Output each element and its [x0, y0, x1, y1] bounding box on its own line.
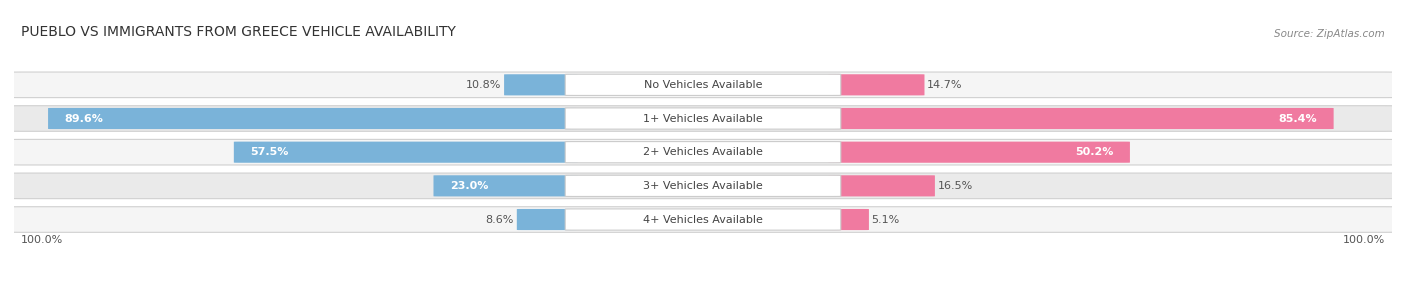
FancyBboxPatch shape	[7, 106, 1399, 131]
Text: Source: ZipAtlas.com: Source: ZipAtlas.com	[1274, 29, 1385, 39]
FancyBboxPatch shape	[233, 142, 578, 163]
FancyBboxPatch shape	[433, 175, 578, 196]
Text: PUEBLO VS IMMIGRANTS FROM GREECE VEHICLE AVAILABILITY: PUEBLO VS IMMIGRANTS FROM GREECE VEHICLE…	[21, 25, 456, 39]
Text: 23.0%: 23.0%	[450, 181, 488, 191]
FancyBboxPatch shape	[7, 207, 1399, 232]
Text: 4+ Vehicles Available: 4+ Vehicles Available	[643, 214, 763, 225]
Text: No Vehicles Available: No Vehicles Available	[644, 80, 762, 90]
FancyBboxPatch shape	[828, 209, 869, 230]
Text: 3+ Vehicles Available: 3+ Vehicles Available	[643, 181, 763, 191]
Text: 50.2%: 50.2%	[1076, 147, 1114, 157]
Text: 5.1%: 5.1%	[872, 214, 900, 225]
FancyBboxPatch shape	[505, 74, 578, 96]
FancyBboxPatch shape	[517, 209, 578, 230]
Text: 10.8%: 10.8%	[465, 80, 502, 90]
Text: 16.5%: 16.5%	[938, 181, 973, 191]
FancyBboxPatch shape	[828, 175, 935, 196]
FancyBboxPatch shape	[828, 74, 925, 96]
FancyBboxPatch shape	[7, 72, 1399, 98]
Text: 2+ Vehicles Available: 2+ Vehicles Available	[643, 147, 763, 157]
FancyBboxPatch shape	[7, 173, 1399, 199]
Text: 100.0%: 100.0%	[21, 235, 63, 245]
FancyBboxPatch shape	[565, 209, 841, 230]
FancyBboxPatch shape	[565, 175, 841, 196]
Text: 85.4%: 85.4%	[1278, 114, 1317, 124]
Legend: Pueblo, Immigrants from Greece: Pueblo, Immigrants from Greece	[593, 285, 813, 286]
FancyBboxPatch shape	[565, 74, 841, 96]
Text: 89.6%: 89.6%	[65, 114, 104, 124]
FancyBboxPatch shape	[565, 142, 841, 163]
FancyBboxPatch shape	[565, 108, 841, 129]
FancyBboxPatch shape	[7, 139, 1399, 165]
Text: 57.5%: 57.5%	[250, 147, 288, 157]
FancyBboxPatch shape	[828, 108, 1334, 129]
Text: 8.6%: 8.6%	[485, 214, 515, 225]
Text: 100.0%: 100.0%	[1343, 235, 1385, 245]
FancyBboxPatch shape	[828, 142, 1130, 163]
Text: 14.7%: 14.7%	[927, 80, 963, 90]
FancyBboxPatch shape	[48, 108, 578, 129]
Text: 1+ Vehicles Available: 1+ Vehicles Available	[643, 114, 763, 124]
